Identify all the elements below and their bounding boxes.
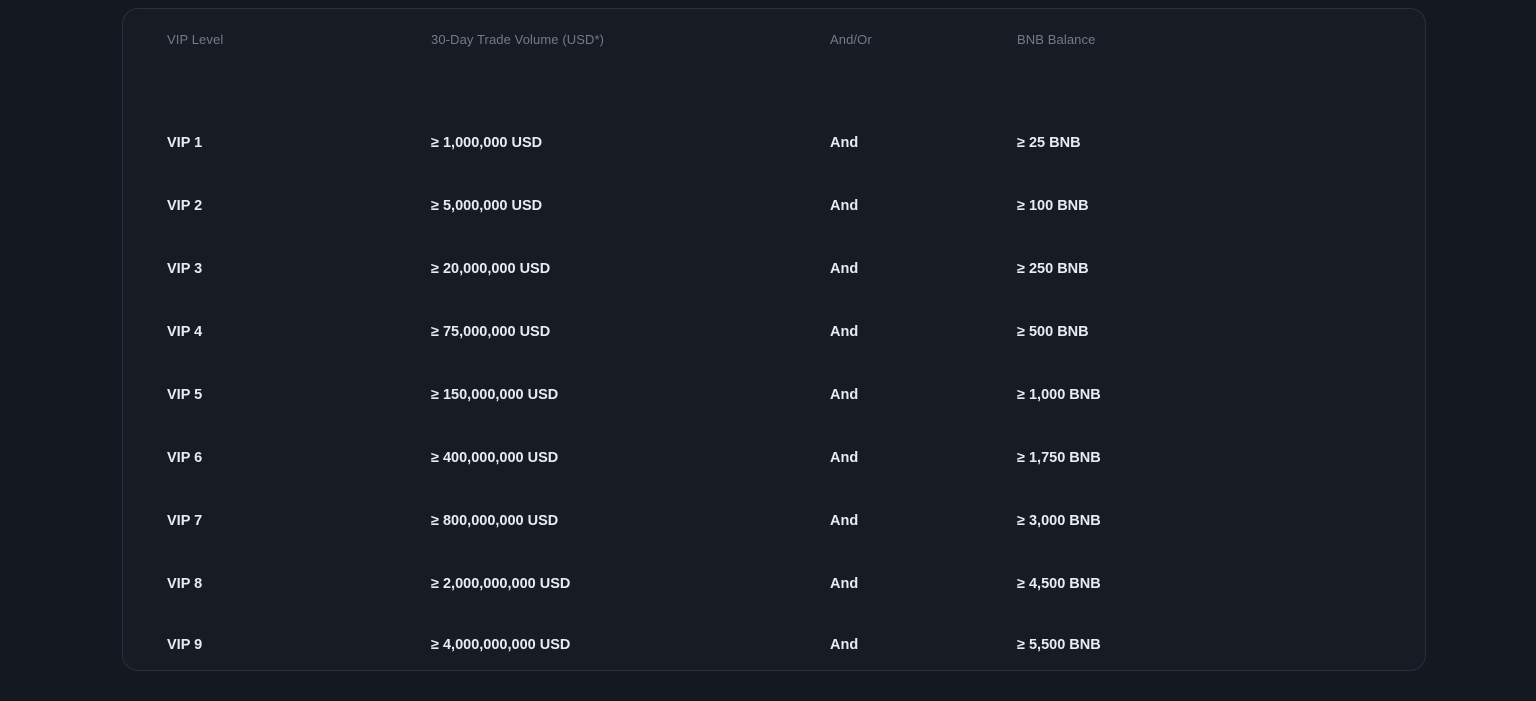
table-header: VIP Level 30-Day Trade Volume (USD*) And… — [123, 9, 1427, 111]
cell-and-or: And — [830, 197, 859, 214]
cell-bnb-balance: ≥ 1,750 BNB — [1017, 449, 1101, 466]
vip-tier-card: VIP Level 30-Day Trade Volume (USD*) And… — [122, 8, 1426, 671]
cell-trade-volume: ≥ 800,000,000 USD — [431, 512, 559, 529]
cell-and-or: And — [830, 386, 859, 403]
cell-and-or: And — [830, 512, 859, 529]
table-row: VIP 6 ≥ 400,000,000 USD And ≥ 1,750 BNB — [123, 426, 1427, 489]
cell-and-or: And — [830, 449, 859, 466]
cell-vip-level: VIP 3 — [167, 260, 203, 277]
cell-trade-volume: ≥ 1,000,000 USD — [431, 134, 543, 151]
cell-and-or: And — [830, 323, 859, 340]
table-row: VIP 8 ≥ 2,000,000,000 USD And ≥ 4,500 BNB — [123, 552, 1427, 615]
table-row: VIP 3 ≥ 20,000,000 USD And ≥ 250 BNB — [123, 237, 1427, 300]
cell-bnb-balance: ≥ 3,000 BNB — [1017, 512, 1101, 529]
cell-and-or: And — [830, 637, 859, 653]
cell-vip-level: VIP 5 — [167, 386, 203, 403]
column-header-trade-volume-label: 30-Day Trade Volume (USD*) — [431, 32, 605, 47]
cell-bnb-balance: ≥ 5,500 BNB — [1017, 637, 1101, 653]
cell-bnb-balance: ≥ 100 BNB — [1017, 197, 1089, 214]
cell-vip-level: VIP 4 — [167, 323, 203, 340]
column-header-vip-level: VIP Level — [123, 9, 386, 111]
cell-vip-level: VIP 9 — [167, 637, 203, 653]
cell-vip-level: VIP 1 — [167, 134, 203, 151]
cell-bnb-balance: ≥ 4,500 BNB — [1017, 575, 1101, 592]
cell-trade-volume: ≥ 75,000,000 USD — [431, 323, 551, 340]
column-header-and-or: And/Or — [786, 9, 973, 111]
cell-vip-level: VIP 7 — [167, 512, 203, 529]
cell-trade-volume: ≥ 400,000,000 USD — [431, 449, 559, 466]
cell-and-or: And — [830, 575, 859, 592]
vip-tier-table: VIP Level 30-Day Trade Volume (USD*) And… — [123, 9, 1427, 675]
cell-trade-volume: ≥ 2,000,000,000 USD — [431, 575, 571, 592]
table-row: VIP 9 ≥ 4,000,000,000 USD And ≥ 5,500 BNB — [123, 615, 1427, 675]
cell-trade-volume: ≥ 5,000,000 USD — [431, 197, 543, 214]
cell-trade-volume: ≥ 20,000,000 USD — [431, 260, 551, 277]
cell-bnb-balance: ≥ 1,000 BNB — [1017, 386, 1101, 403]
column-header-bnb-balance: BNB Balance — [973, 9, 1427, 111]
cell-bnb-balance: ≥ 500 BNB — [1017, 323, 1089, 340]
column-header-trade-volume: 30-Day Trade Volume (USD*) — [386, 9, 786, 111]
cell-and-or: And — [830, 260, 859, 277]
table-header-row: VIP Level 30-Day Trade Volume (USD*) And… — [123, 9, 1427, 111]
cell-trade-volume: ≥ 4,000,000,000 USD — [431, 637, 571, 653]
table-row: VIP 4 ≥ 75,000,000 USD And ≥ 500 BNB — [123, 300, 1427, 363]
column-header-and-or-label: And/Or — [830, 32, 872, 47]
column-header-bnb-balance-label: BNB Balance — [1017, 32, 1096, 47]
table-body: VIP 1 ≥ 1,000,000 USD And ≥ 25 BNB VIP 2 ≥ 5,… — [123, 111, 1427, 675]
table-row: VIP 7 ≥ 800,000,000 USD And ≥ 3,000 BNB — [123, 489, 1427, 552]
table-row: VIP 2 ≥ 5,000,000 USD And ≥ 100 BNB — [123, 174, 1427, 237]
column-header-vip-level-label: VIP Level — [167, 32, 224, 47]
cell-vip-level: VIP 8 — [167, 575, 203, 592]
cell-bnb-balance: ≥ 25 BNB — [1017, 134, 1081, 151]
table-row: VIP 5 ≥ 150,000,000 USD And ≥ 1,000 BNB — [123, 363, 1427, 426]
cell-bnb-balance: ≥ 250 BNB — [1017, 260, 1089, 277]
cell-trade-volume: ≥ 150,000,000 USD — [431, 386, 559, 403]
cell-vip-level: VIP 2 — [167, 197, 203, 214]
cell-vip-level: VIP 6 — [167, 449, 203, 466]
cell-and-or: And — [830, 134, 859, 151]
table-row: VIP 1 ≥ 1,000,000 USD And ≥ 25 BNB — [123, 111, 1427, 174]
